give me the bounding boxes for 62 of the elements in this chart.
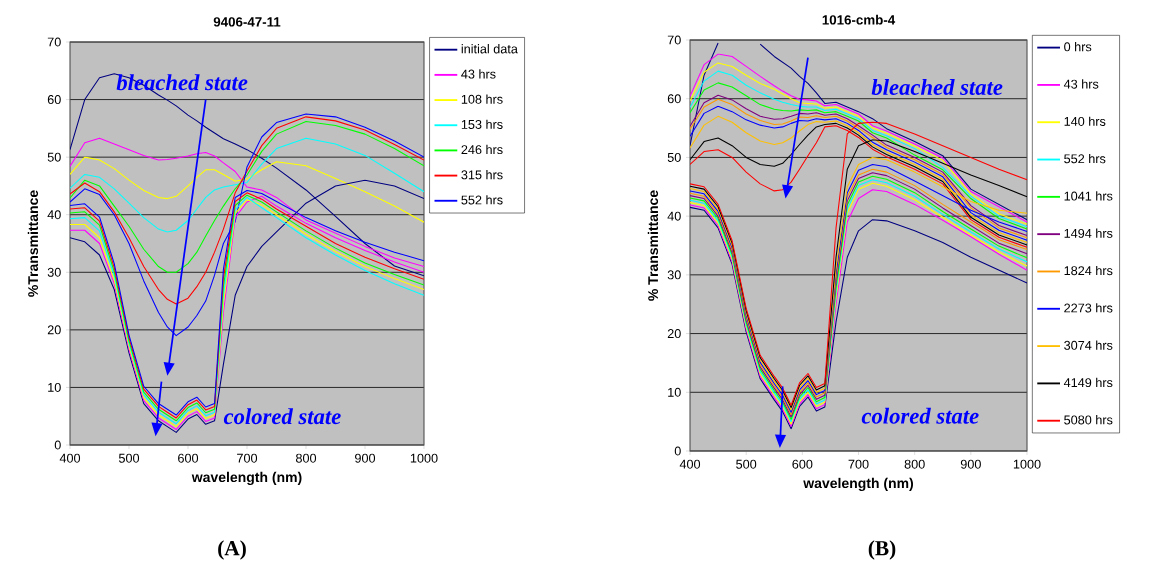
chart-title: 1016-cmb-4 [822,14,896,25]
y-tick-label: 20 [47,325,61,335]
x-tick-label: 1000 [1013,459,1041,469]
legend-label: 246 hrs [461,144,503,155]
annotation: colored state [223,408,341,425]
x-tick-label: 800 [295,453,317,463]
text: (A) [218,540,246,560]
y-axis-title: % Transmittance [647,190,659,301]
y-tick-label: 0 [674,446,681,456]
x-tick-label: 900 [960,459,981,469]
line-series [70,137,424,233]
x-tick-label: 400 [679,459,701,469]
legend-label: initial data [461,44,518,54]
legend-label: 140 hrs [1064,116,1106,126]
chart-title: 9406-47-11 [213,17,281,27]
x-tick-label: 700 [848,459,869,469]
legend-label: 552 hrs [1064,153,1106,164]
text: (B) [868,540,896,560]
x-tick-label: 400 [59,453,81,463]
legend-label: 43 hrs [1063,79,1099,89]
legend-label: 1824 hrs [1064,265,1113,276]
y-tick-label: 30 [47,267,61,277]
legend-label: 552 hrs [461,195,503,205]
legend-label: 4149 hrs [1063,377,1113,388]
legend-label: 1494 hrs [1064,228,1113,238]
legend-label: 5080 hrs [1064,415,1113,425]
x-axis-title: wavelength (nm) [191,471,302,485]
annotation: bleached state [871,78,1003,95]
y-tick-label: 10 [48,382,61,392]
x-tick-label: 600 [792,459,813,469]
legend-label: 1041 hrs [1064,191,1113,201]
legend-label: 0 hrs [1064,42,1092,52]
legend-label: 3074 hrs [1064,340,1113,350]
legend-label: 43 hrs [461,69,496,79]
y-tick-label: 40 [667,211,681,221]
x-axis-title: wavelength (nm) [803,477,914,491]
x-tick-label: 900 [355,453,376,463]
y-axis-title: %Transmittance [27,190,39,297]
legend-label: 2273 hrs [1064,303,1113,313]
legend-label: 108 hrs [461,94,503,104]
y-tick-label: 0 [54,440,61,450]
y-tick-label: 70 [667,35,681,45]
x-tick-label: 600 [178,453,199,463]
x-tick-label: 500 [736,459,757,469]
y-tick-label: 50 [667,152,681,162]
line-series [70,156,424,223]
x-tick-label: 700 [237,453,258,463]
legend-label: 315 hrs [461,170,503,180]
y-tick-label: 60 [47,95,61,105]
x-tick-label: 800 [904,459,925,469]
y-tick-label: 10 [668,387,681,397]
x-tick-label: 500 [118,453,140,463]
y-tick-label: 20 [667,329,681,339]
y-tick-label: 60 [667,94,681,104]
y-tick-label: 30 [667,270,681,280]
legend-label: 153 hrs [461,119,503,129]
annotation: colored state [861,407,979,424]
y-tick-label: 40 [47,210,61,220]
y-tick-label: 70 [47,37,61,47]
x-tick-label: 1000 [410,453,438,463]
y-tick-label: 50 [47,152,61,162]
line-series [70,116,424,305]
